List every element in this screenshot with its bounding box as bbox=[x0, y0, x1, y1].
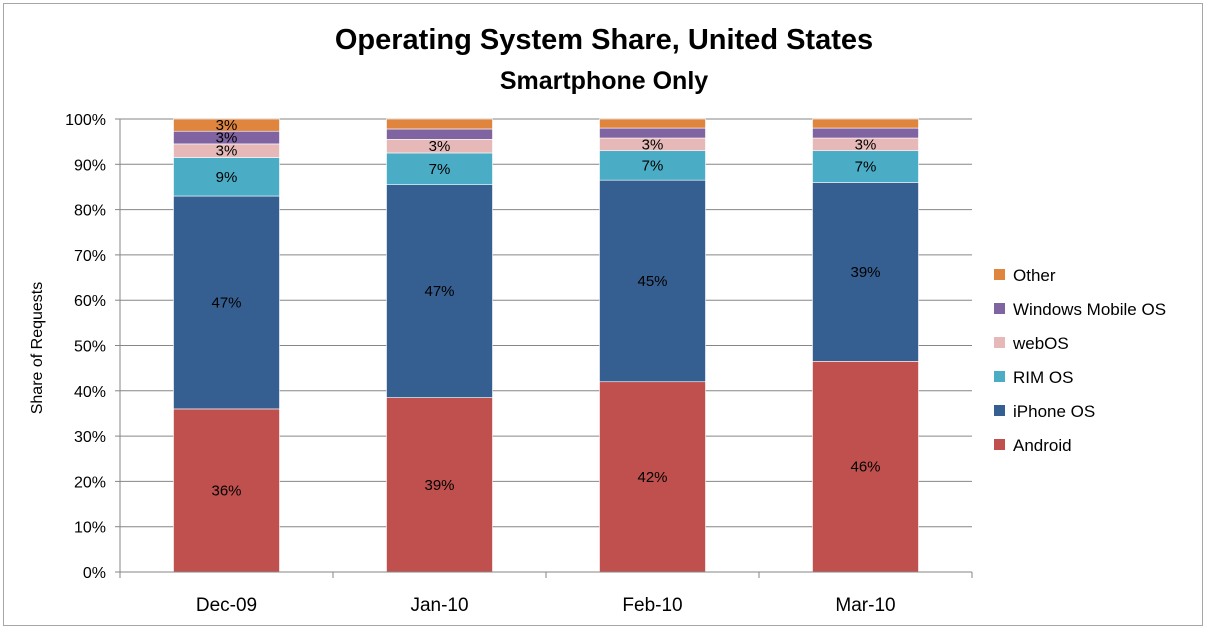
bar-segment-windows-mobile-os bbox=[386, 128, 493, 140]
y-tick-label: 100% bbox=[65, 112, 106, 129]
y-tick-label: 0% bbox=[83, 565, 106, 582]
y-tick-label: 10% bbox=[74, 520, 106, 537]
bar-segment-other bbox=[173, 118, 280, 132]
bar-segment-iphone-os bbox=[812, 182, 919, 362]
x-tick-label: Dec-09 bbox=[196, 595, 257, 616]
bar-segment-windows-mobile-os bbox=[599, 127, 706, 139]
y-tick-label: 20% bbox=[74, 474, 106, 491]
y-tick-label: 60% bbox=[74, 293, 106, 310]
data-label: 3% bbox=[855, 136, 877, 153]
y-tick-label: 70% bbox=[74, 248, 106, 265]
data-label: 3% bbox=[216, 143, 238, 160]
chart-svg: Operating System Share, United States Sm… bbox=[29, 24, 1166, 616]
bar-segment-iphone-os bbox=[386, 184, 493, 398]
data-label: 7% bbox=[642, 157, 664, 174]
data-label: 42% bbox=[637, 469, 667, 486]
bar-segment-rim-os bbox=[386, 152, 493, 185]
data-label: 7% bbox=[429, 161, 451, 178]
chart-title: Operating System Share, United States bbox=[335, 24, 873, 56]
bar-segment-android bbox=[812, 361, 919, 573]
y-tick-label: 90% bbox=[74, 157, 106, 174]
data-label: 45% bbox=[637, 273, 667, 290]
legend-label: iPhone OS bbox=[1013, 402, 1095, 421]
data-label: 3% bbox=[642, 136, 664, 153]
data-label: 39% bbox=[850, 264, 880, 281]
bars-layer: 36%47%9%3%3%3%39%47%7%3%42%45%7%3%46%39%… bbox=[173, 117, 919, 573]
data-label: 39% bbox=[424, 477, 454, 494]
bar-segment-other bbox=[386, 118, 493, 130]
chart-frame: Operating System Share, United States Sm… bbox=[3, 3, 1203, 626]
legend: Other Windows Mobile OS webOS RIM OS iPhone … bbox=[994, 266, 1166, 455]
data-label: 3% bbox=[216, 117, 238, 134]
y-tick-label: 40% bbox=[74, 384, 106, 401]
legend-swatch bbox=[994, 439, 1005, 450]
bar-segment-other bbox=[812, 118, 919, 129]
x-tick-label: Feb-10 bbox=[622, 595, 682, 616]
bar-segment-iphone-os bbox=[599, 179, 706, 383]
data-label: 7% bbox=[855, 159, 877, 176]
legend-swatch bbox=[994, 269, 1005, 280]
bar-segment-android bbox=[386, 397, 493, 573]
legend-label: webOS bbox=[1012, 334, 1069, 353]
bar-segment-windows-mobile-os bbox=[812, 127, 919, 139]
bar-segment-rim-os bbox=[599, 150, 706, 181]
x-tick-label: Jan-10 bbox=[410, 595, 468, 616]
bar-segment-android bbox=[599, 381, 706, 573]
y-tick-label: 30% bbox=[74, 429, 106, 446]
chart-subtitle: Smartphone Only bbox=[500, 67, 708, 95]
legend-label: Other bbox=[1013, 266, 1056, 285]
data-label: 3% bbox=[429, 138, 451, 155]
data-label: 47% bbox=[211, 294, 241, 311]
legend-label: RIM OS bbox=[1013, 368, 1073, 387]
data-label: 9% bbox=[216, 169, 238, 186]
data-label: 3% bbox=[216, 130, 238, 147]
legend-swatch bbox=[994, 303, 1005, 314]
legend-swatch bbox=[994, 405, 1005, 416]
legend-label: Android bbox=[1013, 436, 1072, 455]
x-tick-label: Mar-10 bbox=[835, 595, 895, 616]
data-label: 46% bbox=[850, 459, 880, 476]
legend-label: Windows Mobile OS bbox=[1013, 300, 1166, 319]
bar-segment-rim-os bbox=[173, 157, 280, 197]
bar-segment-rim-os bbox=[812, 150, 919, 183]
y-tick-label: 50% bbox=[74, 339, 106, 356]
legend-swatch bbox=[994, 337, 1005, 348]
axis-layer: 0% 10% 20% 30% 40% 50% 60% 70% 80% 90% 100% Dec-09 J… bbox=[65, 112, 973, 616]
legend-swatch bbox=[994, 371, 1005, 382]
y-axis-label: Share of Requests bbox=[29, 282, 46, 415]
data-label: 47% bbox=[424, 283, 454, 300]
y-tick-label: 80% bbox=[74, 203, 106, 220]
bar-segment-other bbox=[599, 118, 706, 129]
bar-segment-iphone-os bbox=[173, 195, 280, 410]
data-label: 36% bbox=[211, 482, 241, 499]
